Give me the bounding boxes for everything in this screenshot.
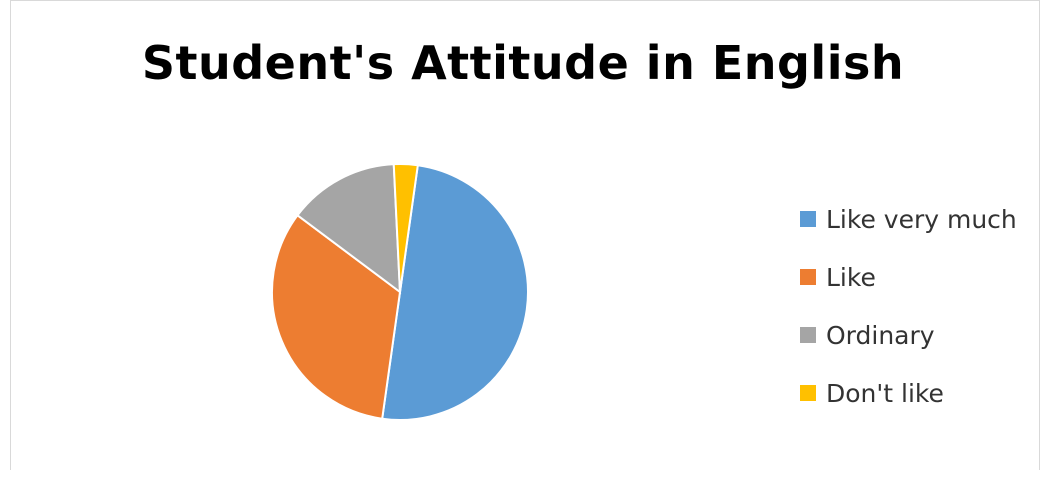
legend-label: Ordinary	[826, 320, 935, 350]
pie-slice-like-very-much	[381, 164, 529, 421]
legend: Like very much Like Ordinary Don't like	[800, 190, 1017, 422]
pie-slice-ordinary	[296, 163, 402, 295]
legend-item-ordinary: Ordinary	[800, 306, 1017, 364]
legend-label: Like	[826, 262, 876, 292]
chart-title: Student's Attitude in English	[141, 36, 905, 90]
legend-swatch-ordinary	[800, 327, 816, 343]
legend-label: Don't like	[826, 378, 944, 408]
legend-item-like: Like	[800, 248, 1017, 306]
legend-swatch-dont-like	[800, 385, 816, 401]
pie-slice-dont-like	[392, 163, 419, 293]
chart-frame	[10, 0, 1040, 470]
legend-item-like-very-much: Like very much	[800, 190, 1017, 248]
legend-label: Like very much	[826, 204, 1017, 234]
legend-item-dont-like: Don't like	[800, 364, 1017, 422]
pie-slice-like	[271, 213, 402, 420]
pie-chart	[271, 163, 529, 421]
legend-swatch-like	[800, 269, 816, 285]
legend-swatch-like-very-much	[800, 211, 816, 227]
